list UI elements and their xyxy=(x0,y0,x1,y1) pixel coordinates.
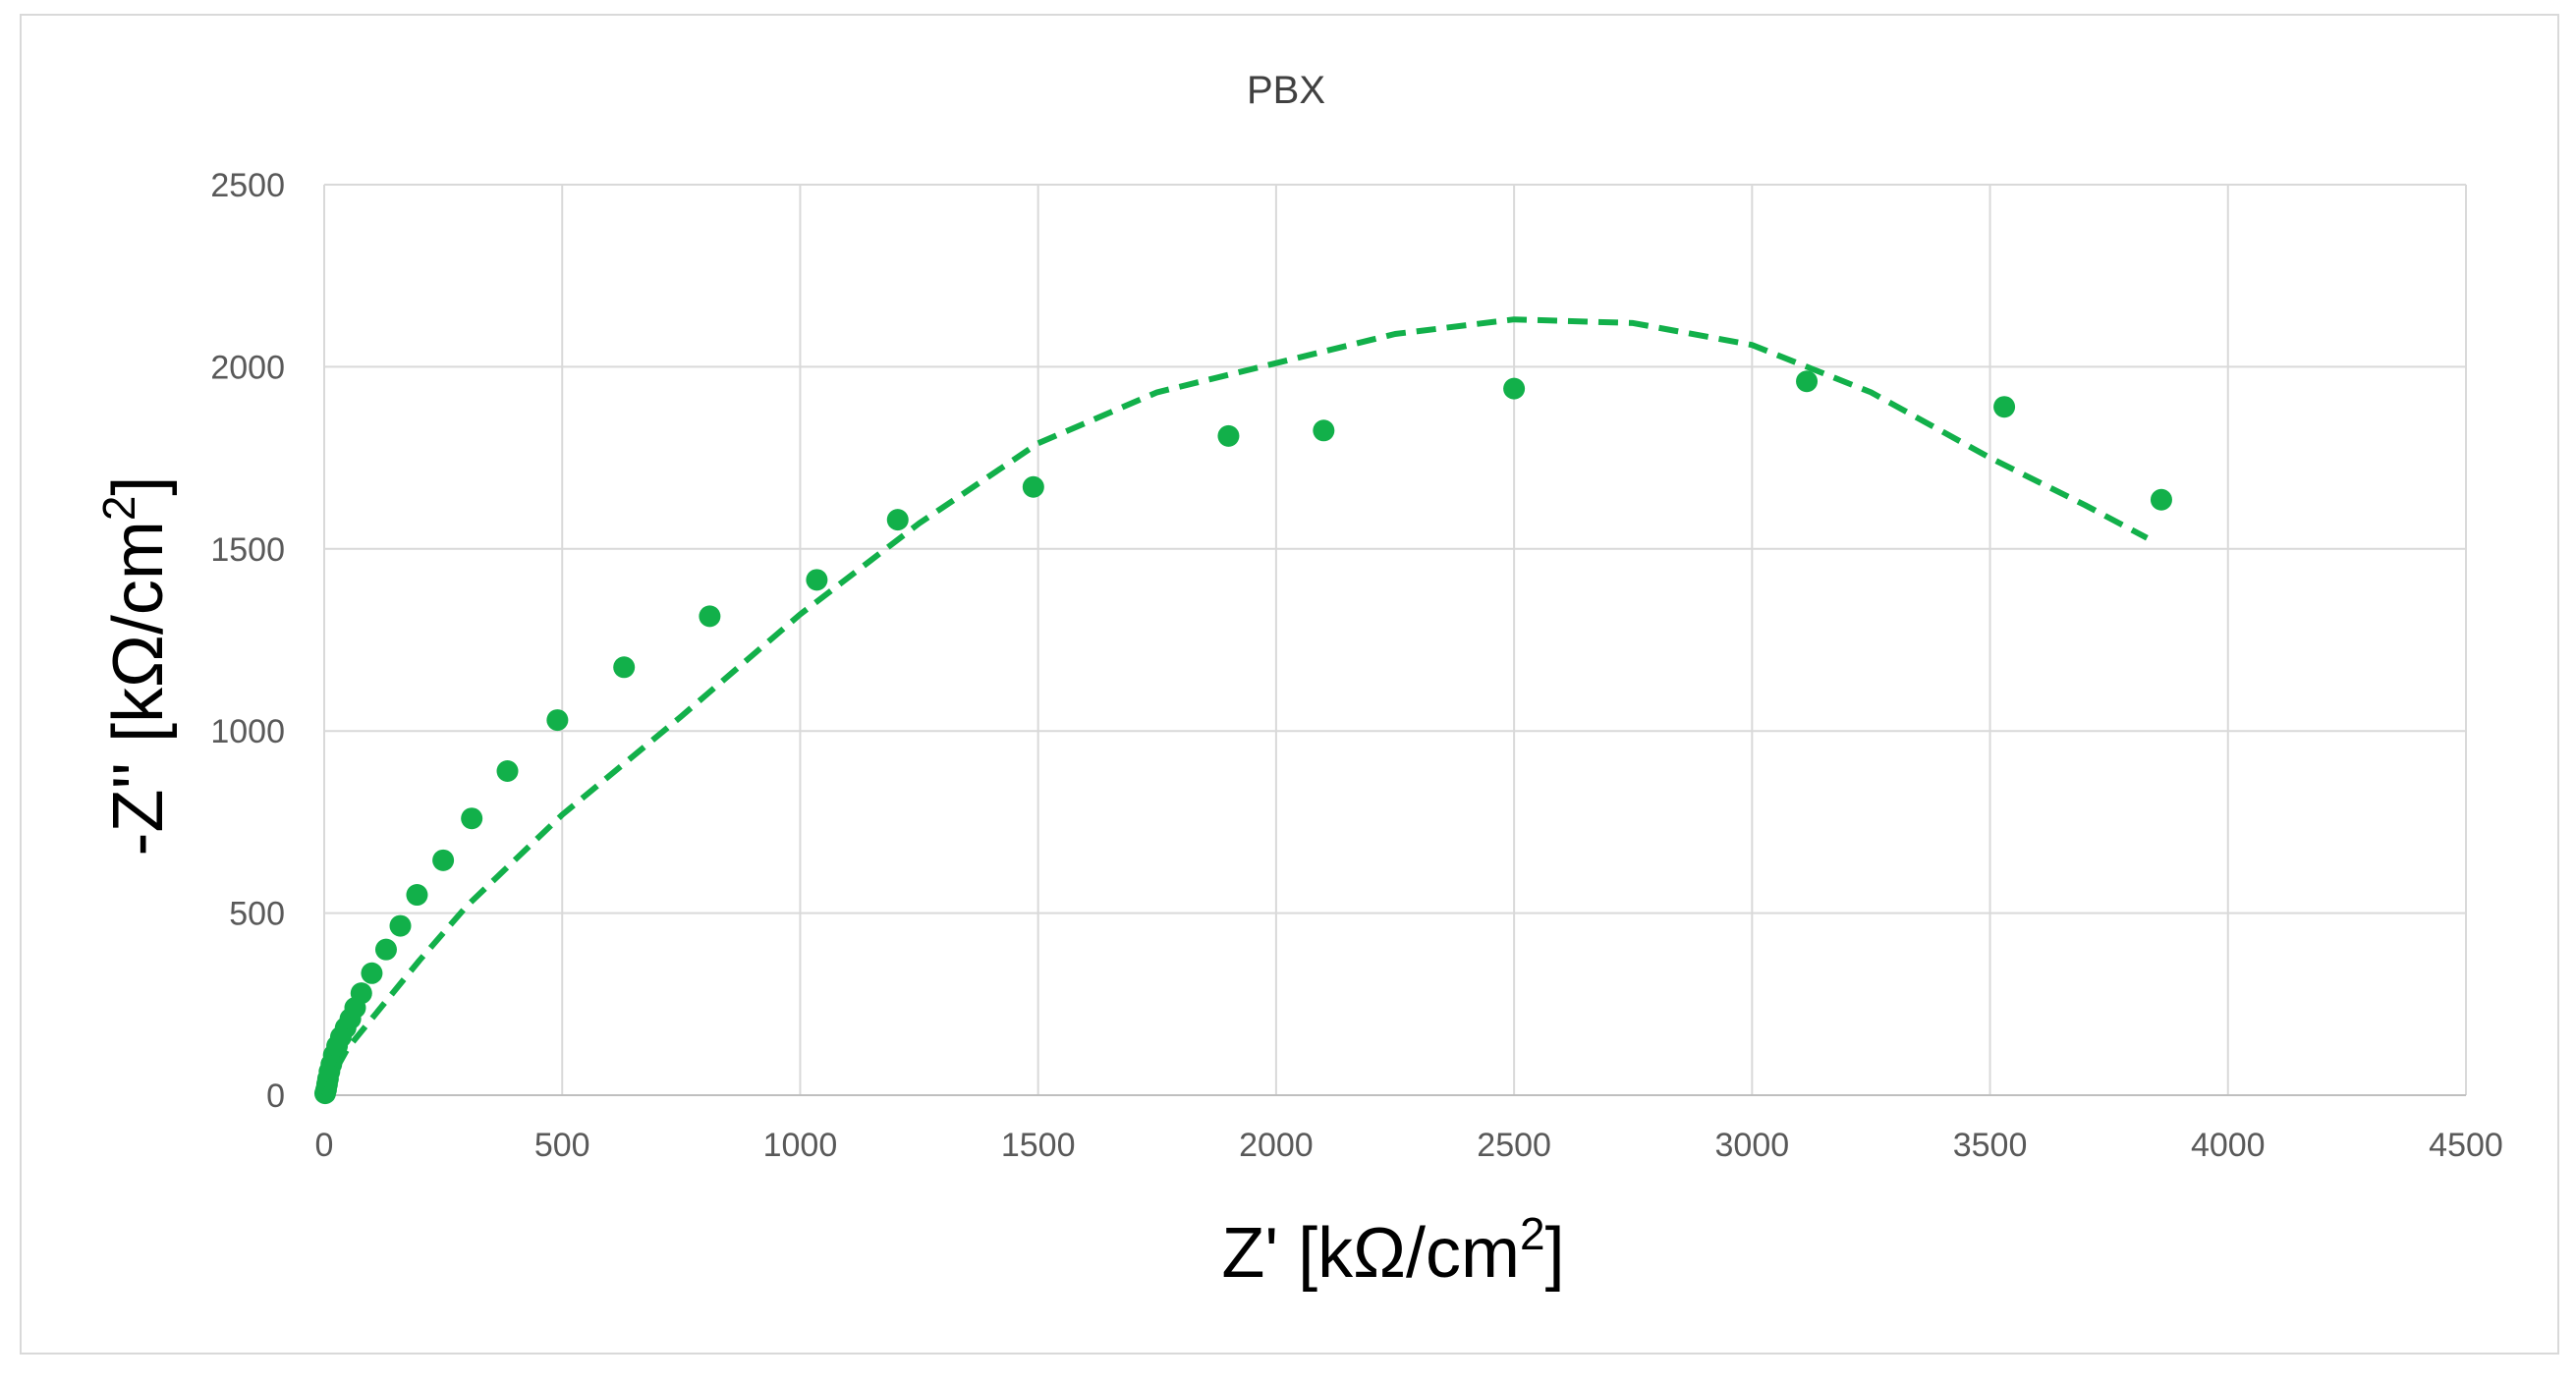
data-point xyxy=(374,938,397,961)
y-tick-label: 2000 xyxy=(210,349,285,386)
y-tick-label: 1000 xyxy=(210,713,285,750)
x-tick-label: 500 xyxy=(534,1127,590,1164)
y-tick-label: 500 xyxy=(229,896,285,933)
data-point xyxy=(432,849,455,871)
chart-title: PBX xyxy=(1247,69,1325,112)
data-point xyxy=(1993,396,2016,418)
data-point xyxy=(2150,488,2172,511)
x-tick-label: 2500 xyxy=(1477,1127,1551,1164)
y-tick-label: 2500 xyxy=(210,167,285,204)
data-point xyxy=(1022,475,1044,498)
x-tick-label: 4500 xyxy=(2429,1127,2503,1164)
chart-frame xyxy=(20,14,2559,1355)
data-point xyxy=(886,509,909,531)
data-point xyxy=(1503,377,1526,400)
x-tick-label: 4000 xyxy=(2191,1127,2266,1164)
data-point xyxy=(699,605,721,628)
x-tick-label: 2000 xyxy=(1239,1127,1314,1164)
series-layer xyxy=(313,316,2172,1105)
grid-lines xyxy=(323,184,2467,1096)
data-point xyxy=(406,884,428,907)
y-tick-label: 0 xyxy=(266,1078,285,1115)
data-point xyxy=(461,807,483,830)
data-point xyxy=(806,569,828,591)
data-point xyxy=(613,656,636,679)
x-tick-label: 0 xyxy=(315,1127,334,1164)
x-axis-label: Z' [kΩ/cm2] xyxy=(1221,1208,1564,1293)
data-point xyxy=(361,962,383,984)
data-point xyxy=(389,914,412,937)
x-tick-label: 1000 xyxy=(763,1127,838,1164)
x-tick-label: 3500 xyxy=(1953,1127,2028,1164)
y-tick-labels: 0 500 1000 1500 2000 2500 xyxy=(210,167,285,1115)
data-point xyxy=(1217,424,1240,447)
data-point xyxy=(1313,419,1335,442)
x-tick-label: 3000 xyxy=(1715,1127,1790,1164)
y-axis-label: -Z'' [kΩ/cm2] xyxy=(93,476,178,857)
data-point xyxy=(1796,370,1819,393)
data-point xyxy=(350,982,372,1005)
data-point xyxy=(546,709,569,732)
y-tick-label: 1500 xyxy=(210,531,285,569)
x-tick-labels: 0 500 1000 1500 2000 2500 3000 3500 4000 4500 xyxy=(315,1127,2503,1164)
x-tick-label: 1500 xyxy=(1001,1127,1076,1164)
data-point xyxy=(496,759,519,782)
